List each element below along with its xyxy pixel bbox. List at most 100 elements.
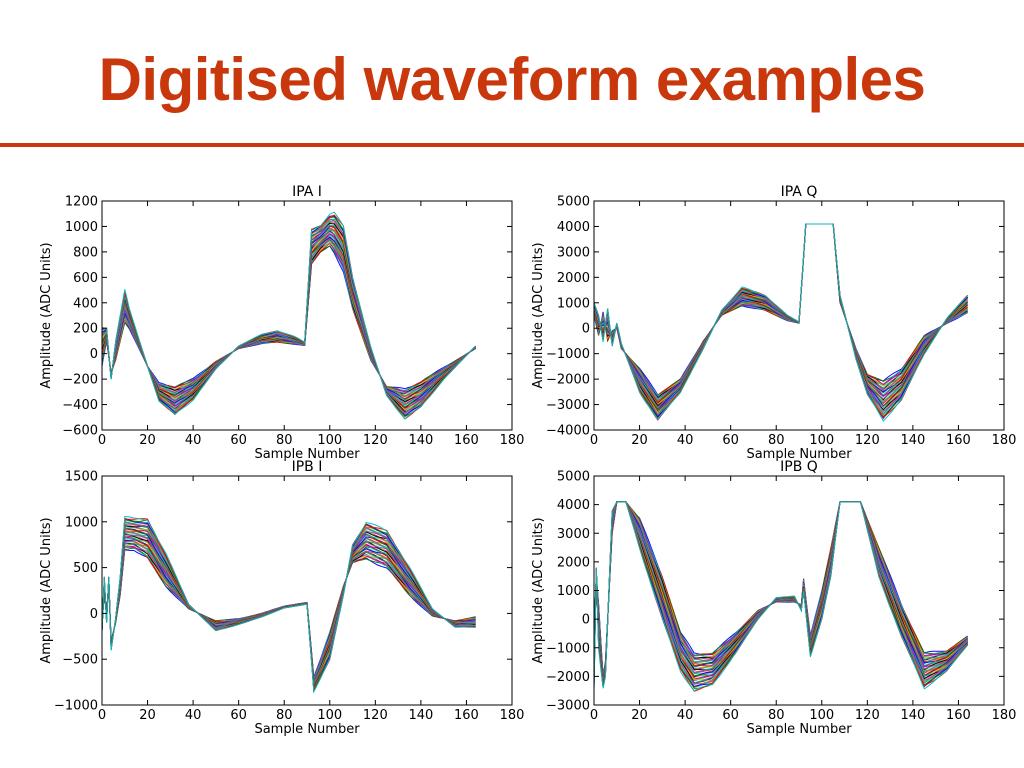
chart-ipa-q: 0 20 40 60 80 100 120 140 160 180 −4000 −3000 −2000 −… — [531, 184, 1016, 462]
trace-ipb-q-38 — [594, 501, 968, 689]
x-tick-label-ipa-i: 40 — [185, 433, 202, 448]
y-tick-label-ipa-i: 400 — [73, 296, 98, 311]
y-tick-label-ipa-i: −600 — [62, 424, 98, 439]
trace-ipb-i-40 — [102, 515, 476, 694]
y-tick-label-ipb-q: −2000 — [546, 670, 590, 685]
x-tick-label-ipa-i: 100 — [317, 433, 342, 448]
y-tick-label-ipb-i: 1500 — [65, 470, 98, 485]
trace-ipa-i-1 — [102, 245, 476, 390]
title-divider — [0, 143, 1024, 147]
y-tick-label-ipa-i: −400 — [62, 398, 98, 413]
y-tick-label-ipb-q: 1000 — [557, 584, 590, 599]
trace-ipa-i-16 — [102, 234, 476, 401]
y-tick-label-ipb-q: 2000 — [557, 555, 590, 570]
trace-ipa-i-7 — [102, 239, 476, 395]
y-tick-label-ipa-q: −3000 — [546, 398, 590, 413]
x-tick-label-ipa-i: 160 — [454, 433, 479, 448]
x-tick-label-ipa-q: 20 — [631, 433, 648, 448]
trace-ipa-i-20 — [102, 231, 476, 405]
trace-ipa-i-23 — [102, 227, 476, 406]
y-tick-label-ipa-q: −1000 — [546, 347, 590, 362]
trace-ipb-q-37 — [594, 501, 968, 689]
traces-ipa-i — [102, 211, 476, 420]
traces-ipa-q — [594, 223, 968, 422]
trace-ipa-i-11 — [102, 235, 476, 397]
x-tick-label-ipb-i: 60 — [230, 708, 247, 723]
x-tick-label-ipa-q: 120 — [855, 433, 880, 448]
trace-ipa-i-15 — [102, 232, 476, 400]
x-tick-label-ipb-i: 0 — [98, 708, 106, 723]
y-tick-label-ipa-q: 0 — [582, 322, 590, 337]
trace-ipa-i-22 — [102, 227, 476, 405]
x-tick-label-ipa-q: 100 — [809, 433, 834, 448]
y-tick-label-ipa-q: 5000 — [557, 195, 590, 210]
trace-ipa-i-13 — [102, 236, 476, 400]
x-tick-label-ipb-i: 80 — [276, 708, 293, 723]
y-tick-label-ipa-i: 0 — [90, 347, 98, 362]
x-tick-label-ipb-q: 80 — [768, 708, 785, 723]
trace-ipa-i-12 — [102, 236, 476, 398]
x-tick-label-ipa-i: 60 — [230, 433, 247, 448]
y-axis-label-ipb-q: Amplitude (ADC Units) — [531, 517, 546, 663]
x-tick-label-ipa-q: 0 — [590, 433, 598, 448]
x-tick-label-ipa-q: 60 — [722, 433, 739, 448]
x-tick-label-ipb-i: 140 — [408, 708, 433, 723]
y-tick-label-ipa-q: 4000 — [557, 220, 590, 235]
chart-title-ipa-q: IPA Q — [781, 184, 818, 200]
trace-ipa-i-40 — [102, 211, 476, 420]
y-tick-label-ipb-i: 0 — [90, 607, 98, 622]
x-tick-label-ipb-q: 140 — [900, 708, 925, 723]
trace-ipa-i-18 — [102, 230, 476, 403]
x-tick-label-ipb-q: 180 — [992, 708, 1017, 723]
y-tick-label-ipa-i: 1200 — [65, 195, 98, 210]
trace-ipa-i-21 — [102, 229, 476, 407]
trace-ipa-i-4 — [102, 241, 476, 391]
y-tick-label-ipa-q: −2000 — [546, 373, 590, 388]
x-tick-label-ipb-q: 40 — [677, 708, 694, 723]
x-axis-label-ipa-i: Sample Number — [254, 447, 360, 462]
y-tick-label-ipb-q: 5000 — [557, 470, 590, 485]
plot-frame-ipb-i — [101, 475, 513, 706]
y-tick-label-ipb-q: −3000 — [546, 699, 590, 714]
trace-ipa-i-2 — [102, 245, 476, 392]
traces-ipb-q — [594, 501, 968, 692]
x-tick-label-ipb-q: 0 — [590, 708, 598, 723]
trace-ipa-q-40 — [594, 223, 968, 422]
x-tick-label-ipa-i: 140 — [408, 433, 433, 448]
y-axis-label-ipa-q: Amplitude (ADC Units) — [531, 242, 546, 388]
y-tick-label-ipa-i: 200 — [73, 322, 98, 337]
chart-title-ipb-i: IPB I — [292, 459, 323, 475]
trace-ipb-q-40 — [594, 501, 968, 692]
y-tick-label-ipb-i: 500 — [73, 561, 98, 576]
plot-frame-ipa-q — [593, 200, 1005, 431]
x-tick-label-ipa-i: 20 — [139, 433, 156, 448]
x-tick-label-ipb-q: 20 — [631, 708, 648, 723]
x-tick-label-ipb-i: 160 — [454, 708, 479, 723]
y-tick-label-ipa-i: −200 — [62, 373, 98, 388]
y-tick-label-ipa-i: 1000 — [65, 220, 98, 235]
trace-ipa-i-19 — [102, 230, 476, 403]
trace-ipa-i-3 — [102, 242, 476, 392]
trace-ipb-q-39 — [594, 501, 968, 692]
y-tick-label-ipb-i: −1000 — [54, 699, 98, 714]
y-tick-label-ipb-q: 4000 — [557, 498, 590, 513]
chart-title-ipa-i: IPA I — [292, 184, 322, 200]
y-tick-label-ipa-q: −4000 — [546, 424, 590, 439]
x-tick-label-ipb-q: 160 — [946, 708, 971, 723]
traces-ipb-i — [102, 515, 476, 694]
y-tick-label-ipa-i: 800 — [73, 245, 98, 260]
y-tick-label-ipb-q: 3000 — [557, 527, 590, 542]
y-tick-label-ipb-q: 0 — [582, 613, 590, 628]
chart-ipa-i: 0 20 40 60 80 100 120 140 160 180 −600 −400 −200 0 200… — [39, 184, 524, 462]
x-tick-label-ipb-q: 60 — [722, 708, 739, 723]
x-tick-label-ipa-q: 140 — [900, 433, 925, 448]
x-axis-label-ipa-q: Sample Number — [746, 447, 852, 462]
x-tick-label-ipa-i: 80 — [276, 433, 293, 448]
x-tick-label-ipb-q: 120 — [855, 708, 880, 723]
slide-title: Digitised waveform examples — [98, 46, 926, 113]
x-axis-label-ipb-q: Sample Number — [746, 722, 852, 737]
x-tick-label-ipb-i: 40 — [185, 708, 202, 723]
x-tick-label-ipb-i: 180 — [500, 708, 525, 723]
y-tick-label-ipa-q: 1000 — [557, 296, 590, 311]
y-tick-label-ipa-q: 2000 — [557, 271, 590, 286]
